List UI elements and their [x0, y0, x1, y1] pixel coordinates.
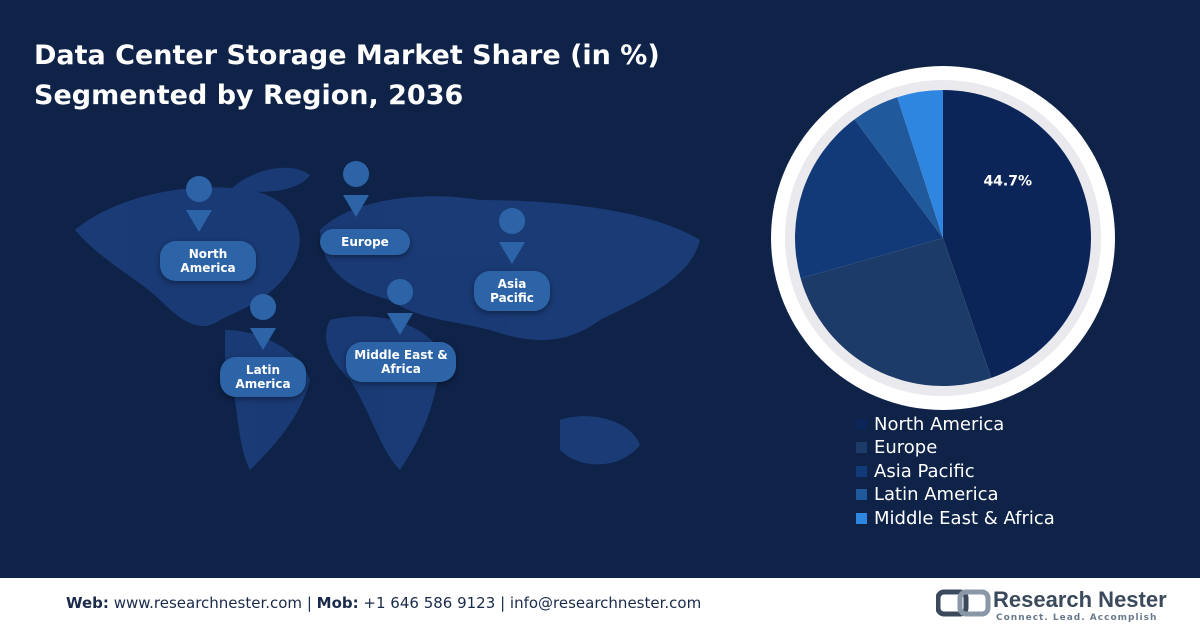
pie-slice: [795, 119, 943, 279]
pie-slice: [897, 90, 943, 238]
legend-item: Europe: [856, 437, 937, 459]
footer: Web: www.researchnester.com | Mob: +1 64…: [0, 578, 1200, 628]
legend-label: Europe: [874, 437, 938, 458]
mob-label: Mob:: [316, 594, 359, 612]
legend-label: Asia Pacific: [874, 460, 975, 482]
map-label: Middle East & Africa: [346, 342, 456, 382]
separator: |: [306, 594, 312, 612]
legend-swatch: [856, 465, 867, 477]
pie: 44.7%: [795, 90, 1092, 386]
separator: |: [500, 594, 506, 612]
legend-item: Latin America: [856, 484, 999, 506]
legend-item: North America: [856, 413, 1004, 435]
pie-slice: [943, 90, 1092, 378]
logo-name: Research Nester: [993, 587, 1167, 612]
web-label: Web:: [66, 594, 109, 612]
chart-subtitle: Segmented by Region, 2036: [34, 80, 464, 111]
map-label: North America: [160, 241, 256, 281]
logo-tagline: Connect. Lead. Accomplish: [996, 613, 1158, 623]
legend-label: Latin America: [874, 484, 999, 505]
value-label: 44.7%: [983, 174, 1032, 190]
chart-title: Data Center Storage Market Share (in %): [34, 40, 660, 71]
mob: +1 646 586 9123: [363, 594, 496, 612]
map-label: Asia Pacific: [474, 271, 550, 311]
legend-item: Asia Pacific: [856, 460, 975, 482]
legend-swatch: [856, 489, 867, 500]
legend-label: Middle East & Africa: [874, 507, 1055, 529]
pie-slice: [800, 238, 992, 386]
map-pins: [186, 161, 526, 350]
pie-slice: [854, 97, 943, 238]
legend-item: Middle East & Africa: [856, 507, 1055, 529]
legend-swatch: [856, 442, 867, 453]
legend-label: North America: [874, 413, 1005, 435]
legend-swatch: [856, 512, 867, 524]
logo-icon: [936, 589, 991, 617]
map-label: Europe: [320, 229, 410, 255]
legend-swatch: [856, 418, 867, 430]
web: www.researchnester.com: [113, 594, 303, 612]
contact-line: Web: www.researchnester.com | Mob: +1 64…: [66, 594, 701, 612]
email: info@researchnester.com: [509, 594, 702, 612]
map-label: Latin America: [220, 357, 306, 397]
world-map: [75, 167, 700, 470]
